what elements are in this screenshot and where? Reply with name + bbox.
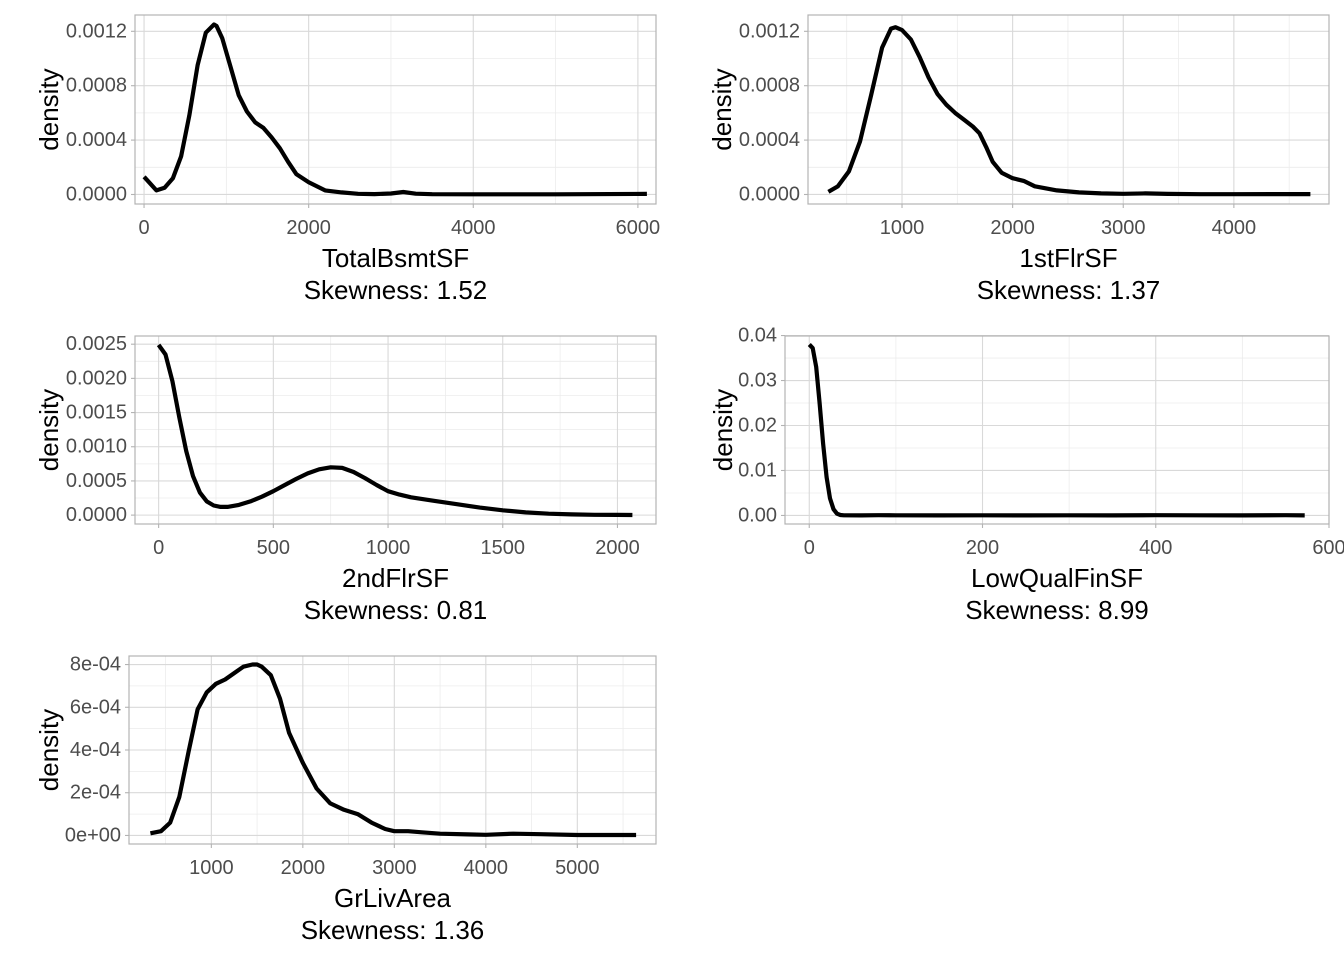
x-axis-title: LowQualFinSF <box>971 563 1143 593</box>
y-tick-label: 0.04 <box>738 325 777 347</box>
panel-border <box>134 335 657 525</box>
y-tick-label: 0.0000 <box>66 183 127 205</box>
skewness-label: Skewness: 8.99 <box>965 595 1149 625</box>
y-axis-title: density <box>34 709 64 791</box>
x-tick-label: 2000 <box>990 217 1035 239</box>
y-tick-label: 8e-04 <box>70 654 121 676</box>
density-panel-4: 0.00 0.01 0.02 0.03 0.04 0 200 400 600 LowQualFin… <box>708 325 1344 625</box>
skewness-label: Skewness: 1.37 <box>977 275 1161 305</box>
x-axis-title: 1stFlrSF <box>1019 243 1117 273</box>
panel-border <box>807 14 1330 205</box>
y-tick-label: 0.0000 <box>739 183 800 205</box>
x-tick-label: 4000 <box>464 857 509 879</box>
x-tick-label: 600 <box>1312 537 1344 559</box>
density-curve <box>827 25 1311 197</box>
y-tick-label: 0.01 <box>738 459 777 481</box>
panel-border <box>134 14 657 205</box>
x-tick-label: 4000 <box>1212 217 1257 239</box>
y-tick-label: 0.0004 <box>66 129 127 151</box>
x-tick-label: 5000 <box>555 857 600 879</box>
x-tick-label: 2000 <box>286 217 331 239</box>
y-tick-label: 4e-04 <box>70 739 121 761</box>
density-panel-5: 0e+00 2e-04 4e-04 6e-04 8e-04 1000 2000 3000 400… <box>34 654 657 945</box>
skewness-label: Skewness: 0.81 <box>304 595 488 625</box>
y-tick-label: 0.0000 <box>66 504 127 526</box>
y-tick-label: 0.0005 <box>66 470 127 492</box>
x-tick-label: 400 <box>1139 537 1172 559</box>
density-curve <box>807 343 1305 518</box>
density-panel-2: 0.0000 0.0004 0.0008 0.0012 1000 2000 3000 4000… <box>707 14 1330 305</box>
y-tick-label: 0.0004 <box>739 129 800 151</box>
x-tick-label: 200 <box>966 537 999 559</box>
y-tick-label: 0.03 <box>738 370 777 392</box>
x-tick-label: 3000 <box>1101 217 1146 239</box>
x-tick-label: 500 <box>257 537 290 559</box>
density-panel-1: 0.0000 0.0004 0.0008 0.0012 0 2000 4000 6000 Tot… <box>34 14 661 305</box>
y-axis-title: density <box>34 389 64 471</box>
x-tick-label: 0 <box>153 537 164 559</box>
plot-area <box>808 15 1329 204</box>
x-axis-title: GrLivArea <box>334 883 452 913</box>
x-tick-label: 3000 <box>372 857 417 879</box>
y-axis-title: density <box>708 389 738 471</box>
x-tick-label: 2000 <box>281 857 326 879</box>
plot-area <box>785 336 1329 524</box>
x-tick-label: 1500 <box>481 537 526 559</box>
y-tick-label: 0.02 <box>738 415 777 437</box>
y-tick-label: 0.0010 <box>66 436 127 458</box>
density-curve <box>156 343 633 518</box>
y-tick-label: 0.0012 <box>66 20 127 42</box>
y-tick-label: 0e+00 <box>65 824 121 846</box>
density-panel-3: 0.0000 0.0005 0.0010 0.0015 0.0020 0.0025 0 500… <box>34 333 657 625</box>
skewness-label: Skewness: 1.52 <box>304 275 488 305</box>
x-tick-label: 0 <box>138 217 149 239</box>
panel-border <box>784 335 1330 525</box>
y-tick-label: 0.0008 <box>739 75 800 97</box>
x-tick-label: 0 <box>804 537 815 559</box>
x-axis-title: 2ndFlrSF <box>342 563 449 593</box>
x-tick-label: 6000 <box>616 217 661 239</box>
x-tick-label: 2000 <box>595 537 640 559</box>
x-tick-label: 1000 <box>880 217 925 239</box>
plot-area <box>135 15 656 204</box>
y-axis-title: density <box>707 68 737 150</box>
x-tick-label: 1000 <box>189 857 234 879</box>
y-tick-label: 0.0008 <box>66 75 127 97</box>
density-curve <box>149 662 637 838</box>
y-tick-label: 0.00 <box>738 504 777 526</box>
x-tick-label: 1000 <box>366 537 411 559</box>
x-axis-title: TotalBsmtSF <box>322 243 469 273</box>
y-tick-label: 0.0020 <box>66 367 127 389</box>
y-tick-label: 6e-04 <box>70 696 121 718</box>
y-tick-label: 0.0025 <box>66 333 127 355</box>
density-curve <box>142 22 647 197</box>
y-axis-title: density <box>34 68 64 150</box>
y-tick-label: 2e-04 <box>70 782 121 804</box>
y-tick-label: 0.0012 <box>739 20 800 42</box>
skewness-label: Skewness: 1.36 <box>301 915 485 945</box>
y-tick-label: 0.0015 <box>66 402 127 424</box>
x-tick-label: 4000 <box>451 217 496 239</box>
